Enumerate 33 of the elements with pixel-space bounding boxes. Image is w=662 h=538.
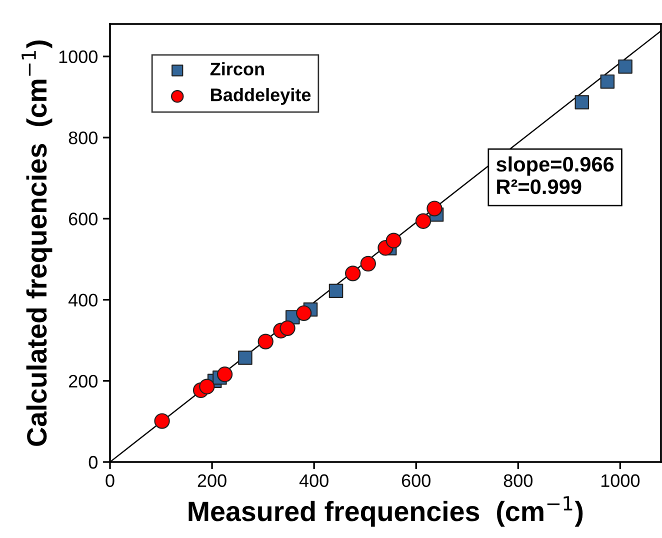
point <box>618 59 632 74</box>
point <box>360 256 376 272</box>
point <box>258 334 274 350</box>
point <box>296 305 312 321</box>
point <box>415 213 432 229</box>
point <box>199 378 215 394</box>
point <box>426 200 442 216</box>
legend-label: Zircon <box>210 62 264 76</box>
point <box>345 266 361 282</box>
point <box>238 350 252 365</box>
point <box>386 232 402 248</box>
y-tick-label: 1000 <box>59 50 98 64</box>
y-axis-title: Calculated frequencies (cm$^{−1}$) <box>22 40 52 446</box>
x-tick-label: 600 <box>402 474 430 488</box>
point <box>154 413 170 429</box>
y-tick-label: 0 <box>88 456 98 469</box>
point <box>216 366 233 382</box>
y-tick-label: 400 <box>68 294 98 306</box>
x-tick-label: 200 <box>198 474 226 488</box>
point <box>600 74 615 89</box>
point <box>574 95 590 110</box>
y-tick-label: 600 <box>68 212 98 226</box>
x-tick-label: 1000 <box>601 474 640 488</box>
x-tick-label: 800 <box>504 474 533 488</box>
y-tick-label: 200 <box>68 374 98 388</box>
x-tick-label: 400 <box>299 474 328 488</box>
x-tick-label: 0 <box>106 474 114 488</box>
legend-label: Baddeleyite <box>211 88 311 105</box>
annotation: slope=0.966 R²=0.999 <box>496 156 614 194</box>
point <box>280 320 296 336</box>
x-axis-title: Measured frequencies (cm$^{−1}$) <box>188 496 583 527</box>
y-tick-label: 800 <box>68 131 98 144</box>
point <box>328 284 344 298</box>
